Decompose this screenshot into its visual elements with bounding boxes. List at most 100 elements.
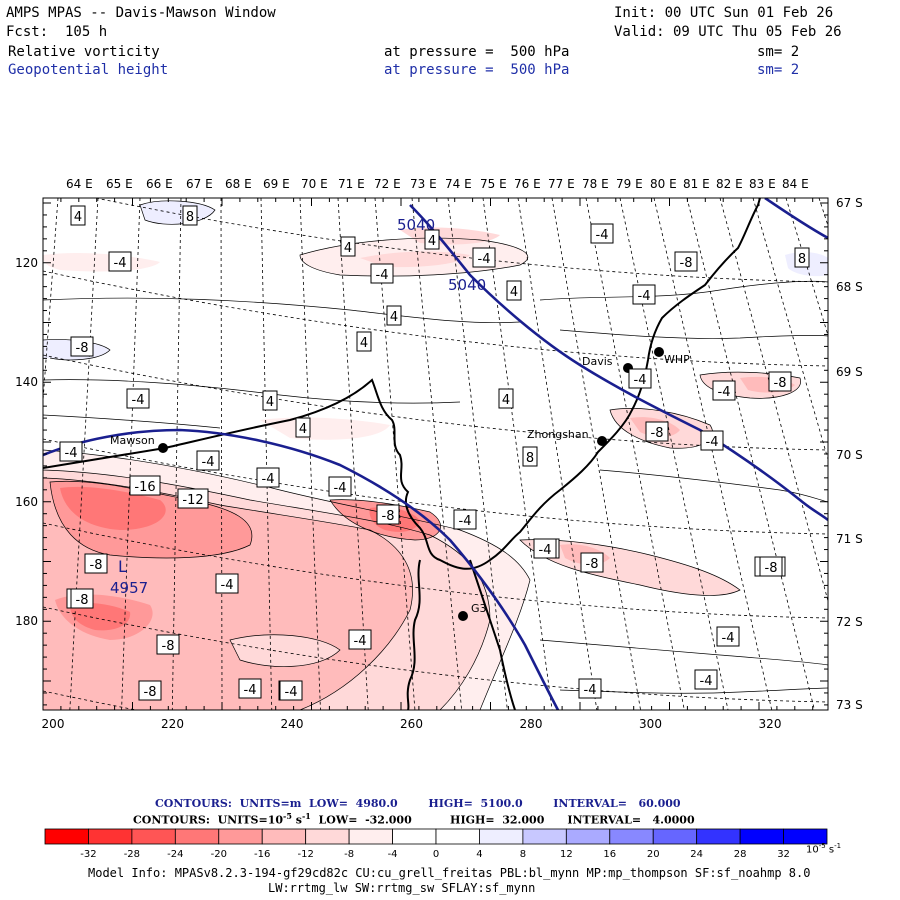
vorticity-label: -4 bbox=[328, 476, 352, 497]
lon-label: 82 E bbox=[716, 177, 743, 191]
colorbar-swatch bbox=[131, 828, 176, 845]
vorticity-label: -4 bbox=[533, 538, 557, 559]
lon-label: 65 E bbox=[106, 177, 133, 191]
longitude-line bbox=[447, 198, 508, 710]
lon-label: 84 E bbox=[782, 177, 809, 191]
lon-label: 72 E bbox=[374, 177, 401, 191]
contours-interval: INTERVAL= 60.000 bbox=[553, 797, 681, 810]
coastline bbox=[43, 198, 761, 710]
vorticity-label-box bbox=[177, 488, 209, 509]
contours-interval: INTERVAL= 4.0000 bbox=[567, 813, 695, 827]
vorticity-label: 4 bbox=[424, 229, 440, 250]
vorticity-label-box bbox=[506, 280, 522, 301]
height-label: 5040 bbox=[448, 276, 486, 294]
vorticity-label-box bbox=[129, 475, 161, 496]
lon-label: 83 E bbox=[749, 177, 776, 191]
vorticity-label-box bbox=[70, 336, 94, 357]
y-tick-label: 120 bbox=[15, 256, 38, 270]
vorticity-label: 4 bbox=[386, 305, 402, 326]
lon-label: 66 E bbox=[146, 177, 173, 191]
vorticity-label: -4 bbox=[215, 573, 239, 594]
vorticity-label: -4 bbox=[700, 430, 724, 451]
colorbar-tick-label: -28 bbox=[124, 849, 140, 860]
geopotential-contours bbox=[43, 198, 828, 710]
forecast-hour: Fcst: 105 h bbox=[6, 24, 108, 40]
vorticity-label: -4 bbox=[716, 626, 740, 647]
vorticity-label-text: 4 bbox=[360, 336, 368, 351]
station-dot-whp bbox=[654, 347, 664, 357]
height-label: 4957 bbox=[110, 579, 148, 597]
vorticity-label-text: -4 bbox=[262, 472, 275, 487]
vorticity-label-text: -16 bbox=[134, 480, 155, 495]
colorbar-swatch bbox=[696, 828, 741, 845]
vorticity-label: -8 bbox=[84, 553, 108, 574]
vorticity-label: -8 bbox=[759, 556, 783, 577]
vorticity-label: -4 bbox=[108, 251, 132, 272]
latitude-line bbox=[43, 0, 828, 30]
vorticity-label-box bbox=[196, 450, 220, 471]
colorbar-tick-label: -16 bbox=[254, 849, 270, 860]
colorbar-swatch bbox=[348, 828, 393, 845]
vorticity-label: -4 bbox=[59, 441, 83, 462]
contours-label: CONTOURS: bbox=[133, 813, 210, 827]
vorticity-label-box bbox=[156, 634, 180, 655]
vorticity-label-text: -8 bbox=[144, 685, 157, 700]
vorticity-label-text: 8 bbox=[526, 451, 534, 466]
colorbar-tick-label: -32 bbox=[80, 849, 96, 860]
vorticity-label-text: -12 bbox=[182, 493, 203, 508]
vorticity-label: -8 bbox=[70, 588, 94, 609]
model-info-line2: LW:rrtmg_lw SW:rrtmg_sw SFLAY:sf_mynn bbox=[268, 881, 536, 895]
vorticity-label-text: -8 bbox=[765, 561, 778, 576]
colorbar-swatch bbox=[174, 828, 220, 845]
vorticity-label-text: -4 bbox=[584, 683, 597, 698]
lon-label: 64 E bbox=[66, 177, 93, 191]
station-label-zhongshan: Zhongshan bbox=[527, 428, 589, 441]
vorticity-label-text: 4 bbox=[510, 285, 518, 300]
vorticity-label-text: 4 bbox=[344, 241, 352, 256]
colorbar-units-base: 10 bbox=[806, 844, 819, 856]
vorticity-label: -4 bbox=[472, 247, 496, 268]
vorticity-label-box bbox=[628, 368, 652, 389]
vorticity-label-box bbox=[356, 331, 372, 352]
vorticity-label-box bbox=[716, 626, 740, 647]
vorticity-label-text: 4 bbox=[390, 310, 398, 325]
y-tick-label: 160 bbox=[15, 495, 38, 509]
station-label-mawson: Mawson bbox=[110, 434, 155, 447]
lat-label: 70 S bbox=[836, 448, 863, 462]
contours-units: UNITS=m bbox=[239, 797, 302, 810]
colorbar-swatch bbox=[783, 828, 828, 845]
station-dot-mawson bbox=[158, 443, 168, 453]
vorticity-label: -4 bbox=[632, 284, 656, 305]
vorticity-labels: 4 8 4 -4 -4 -4 4 -4 8 -8 4 -4 -8 4 4 -4 4 4 -8 -4 4 -8 -4 -4 -4 8… bbox=[59, 205, 810, 701]
lon-label: 78 E bbox=[582, 177, 609, 191]
vorticity-label-box bbox=[424, 229, 440, 250]
vorticity-label-box bbox=[580, 552, 604, 573]
units-unit: s bbox=[295, 813, 302, 827]
vorticity-label-text: -4 bbox=[114, 256, 127, 271]
contours-low: LOW= 4980.0 bbox=[309, 797, 398, 810]
contours-label: CONTOURS: bbox=[155, 797, 232, 810]
lat-label: 67 S bbox=[836, 196, 863, 210]
vorticity-label-box bbox=[794, 247, 810, 268]
vorticity-label: -4 bbox=[590, 223, 614, 244]
field2-name: Geopotential height bbox=[8, 62, 169, 78]
vorticity-label-text: -4 bbox=[65, 446, 78, 461]
vorticity-label: -4 bbox=[238, 678, 262, 699]
vorticity-label-text: -8 bbox=[586, 557, 599, 572]
vorticity-label: 4 bbox=[295, 417, 311, 438]
vorticity-label-box bbox=[59, 441, 83, 462]
field2-level: at pressure = 500 hPa bbox=[384, 62, 570, 78]
colorbar-tick-label: -20 bbox=[211, 849, 227, 860]
vorticity-label-text: -8 bbox=[90, 558, 103, 573]
x-tick-label: 200 bbox=[42, 717, 65, 731]
vorticity-label: -8 bbox=[645, 421, 669, 442]
lon-label: 69 E bbox=[263, 177, 290, 191]
vorticity-label-box bbox=[386, 305, 402, 326]
station-dot-g3 bbox=[458, 611, 468, 621]
vorticity-label: -8 bbox=[70, 336, 94, 357]
vorticity-label-box bbox=[70, 588, 94, 609]
vorticity-label: -4 bbox=[453, 509, 477, 530]
longitude-line bbox=[585, 198, 685, 710]
bottom-x-labels: 200 220 240 260 280 300 320 bbox=[42, 717, 782, 731]
vorticity-label-box bbox=[533, 538, 557, 559]
